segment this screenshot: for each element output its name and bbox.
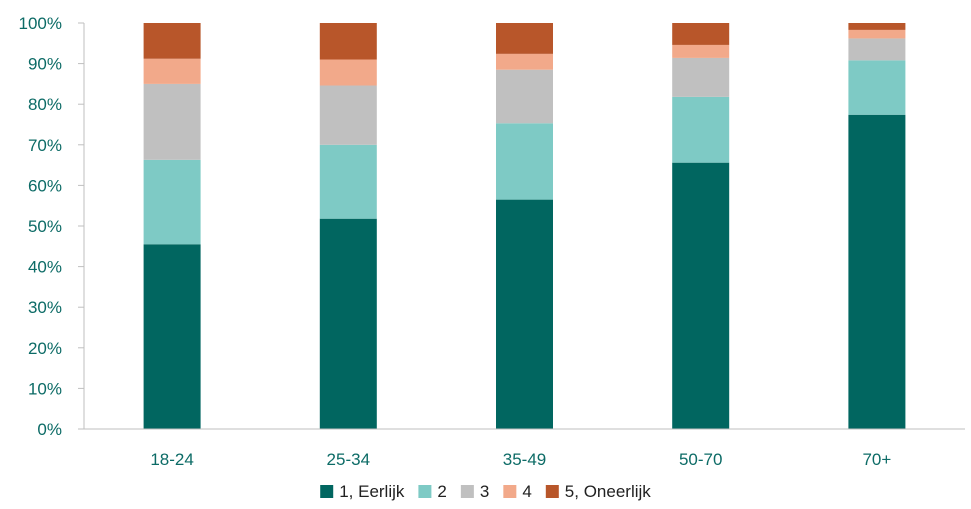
legend-item: 5, Oneerlijk xyxy=(545,482,651,501)
bar-segment-3-70+ xyxy=(848,38,906,61)
legend-swatch xyxy=(418,485,432,498)
bar-segment-3-35-49 xyxy=(496,69,553,124)
legend-label: 2 xyxy=(437,482,446,501)
bar-segment-4-18-24 xyxy=(143,58,201,84)
bar-segment-1-18-24 xyxy=(143,244,201,429)
legend-item: 3 xyxy=(460,482,489,501)
y-tick-label: 40% xyxy=(28,258,62,277)
bar-segment-4-70+ xyxy=(848,29,906,39)
legend-swatch xyxy=(460,485,474,498)
bar-segment-2-70+ xyxy=(848,60,906,115)
legend-label: 3 xyxy=(480,482,489,501)
y-tick-label: 50% xyxy=(28,217,62,236)
bar-segment-5-25-34 xyxy=(319,23,377,60)
y-tick-label: 10% xyxy=(28,379,62,398)
y-tick-label: 70% xyxy=(28,136,62,155)
y-axis: 0% 10% 20% 30% 40% 50% 60% 70% 80% 90% 100% xyxy=(19,14,85,439)
bar-segment-5-50-70 xyxy=(672,23,730,45)
legend-item: 4 xyxy=(503,482,532,501)
bar-segment-1-50-70 xyxy=(672,162,730,429)
legend-item: 1, Eerlijk xyxy=(320,482,405,501)
bars xyxy=(143,23,906,430)
legend-swatch xyxy=(320,485,334,498)
x-tick-label: 70+ xyxy=(862,450,891,469)
bar-segment-1-25-34 xyxy=(319,218,377,429)
bar-segment-4-25-34 xyxy=(319,59,377,86)
bar-segment-4-35-49 xyxy=(496,53,553,70)
bar-segment-2-35-49 xyxy=(496,123,553,200)
x-tick-label: 25-34 xyxy=(327,450,370,469)
legend-label: 5, Oneerlijk xyxy=(565,482,651,501)
bar-segment-3-18-24 xyxy=(143,83,201,160)
x-tick-label: 35-49 xyxy=(503,450,546,469)
x-tick-label: 50-70 xyxy=(679,450,722,469)
bar-segment-1-70+ xyxy=(848,114,906,430)
legend-label: 4 xyxy=(522,482,531,501)
y-tick-label: 30% xyxy=(28,298,62,317)
y-tick-label: 100% xyxy=(19,14,62,33)
legend-swatch xyxy=(503,485,517,498)
bar-segment-4-50-70 xyxy=(672,44,730,58)
legend: 1, Eerlijk 2 3 4 5, Oneerlijk xyxy=(320,482,651,501)
bar-segment-2-50-70 xyxy=(672,96,730,163)
bar-segment-3-50-70 xyxy=(672,57,730,97)
bar-segment-2-18-24 xyxy=(143,159,201,245)
y-tick-label: 60% xyxy=(28,176,62,195)
y-tick-label: 0% xyxy=(37,420,62,439)
bar-segment-5-18-24 xyxy=(143,23,201,59)
bar-segment-5-70+ xyxy=(848,23,906,30)
bar-segment-1-35-49 xyxy=(496,199,553,429)
bar-segment-5-35-49 xyxy=(496,23,553,54)
y-tick-label: 80% xyxy=(28,95,62,114)
legend-label: 1, Eerlijk xyxy=(339,482,405,501)
legend-item: 2 xyxy=(418,482,447,501)
x-axis: 18-24 25-34 35-49 50-70 70+ xyxy=(84,428,965,469)
y-tick-label: 20% xyxy=(28,339,62,358)
legend-swatch xyxy=(545,485,559,498)
bar-segment-3-25-34 xyxy=(319,85,377,145)
x-tick-label: 18-24 xyxy=(150,450,193,469)
bar-segment-2-25-34 xyxy=(319,144,377,219)
y-tick-label: 90% xyxy=(28,55,62,74)
